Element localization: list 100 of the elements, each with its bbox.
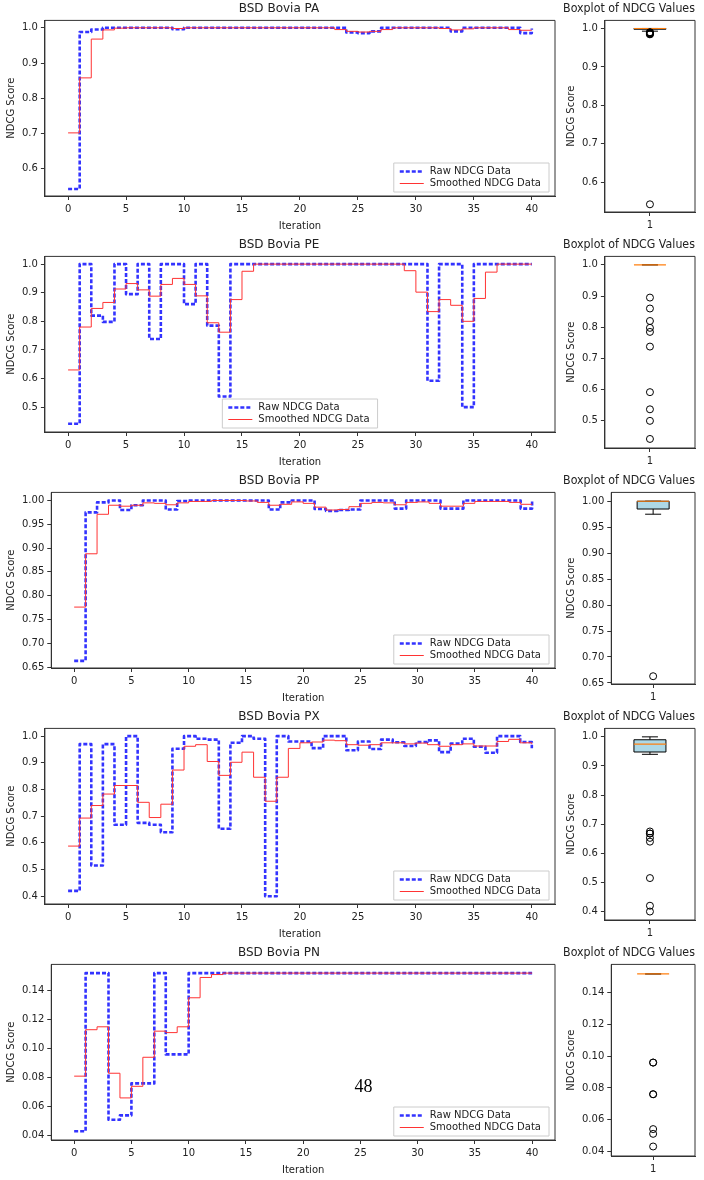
y-tick-label: 0.7 bbox=[22, 127, 38, 139]
y-tick-label: 0.80 bbox=[582, 598, 605, 610]
y-tick-label: 0.8 bbox=[582, 788, 598, 800]
x-tick-label: 10 bbox=[182, 1146, 196, 1158]
x-tick-label: 20 bbox=[296, 1146, 310, 1158]
x-tick-label: 10 bbox=[182, 674, 196, 686]
x-tick-label: 0 bbox=[64, 438, 72, 450]
y-tick-label: 0.95 bbox=[582, 520, 605, 532]
y-tick-label: 1.0 bbox=[582, 730, 598, 742]
y-tick-label: 1.0 bbox=[582, 258, 598, 270]
y-tick-label: 0.85 bbox=[582, 572, 605, 584]
y-tick-label: 0.4 bbox=[22, 889, 38, 901]
x-tick-label: 10 bbox=[177, 910, 191, 922]
y-tick-label: 1.0 bbox=[22, 21, 38, 33]
legend-label: Raw NDCG Data bbox=[258, 401, 340, 413]
x-tick-label: 0 bbox=[70, 674, 78, 686]
legend-label: Smoothed NDCG Data bbox=[429, 177, 541, 189]
legend-label: Smoothed NDCG Data bbox=[258, 413, 370, 425]
x-tick-label: 30 bbox=[411, 1146, 424, 1158]
legend-label: Raw NDCG Data bbox=[429, 873, 511, 885]
x-tick-label: 10 bbox=[177, 438, 191, 450]
y-axis-title: NDCG Score bbox=[4, 785, 16, 847]
y-tick-label: 0.75 bbox=[582, 624, 605, 636]
x-tick-label: 10 bbox=[177, 202, 191, 214]
y-tick-label: 0.9 bbox=[582, 60, 598, 72]
y-axis-title: NDCG Score bbox=[4, 549, 16, 611]
y-tick-label: 0.9 bbox=[22, 56, 38, 68]
x-tick-label: 40 bbox=[525, 674, 539, 686]
legend-label: Smoothed NDCG Data bbox=[429, 1121, 541, 1133]
x-tick-label: 25 bbox=[354, 1146, 367, 1158]
y-tick-label: 0.5 bbox=[22, 863, 38, 875]
y-tick-label: 0.10 bbox=[582, 1049, 605, 1061]
y-tick-label: 0.85 bbox=[22, 565, 45, 577]
y-tick-label: 0.9 bbox=[582, 289, 598, 301]
x-tick-label: 5 bbox=[122, 438, 130, 450]
x-tick-label: 1 bbox=[649, 1162, 657, 1174]
y-axis-title: NDCG Score bbox=[564, 1029, 576, 1091]
x-tick-label: 20 bbox=[293, 202, 307, 214]
y-tick-label: 1.0 bbox=[582, 22, 598, 34]
x-tick-label: 30 bbox=[409, 438, 423, 450]
x-tick-label: 0 bbox=[64, 910, 72, 922]
chart-title: Boxplot of NDCG Values bbox=[563, 944, 695, 960]
y-axis-title: NDCG Score bbox=[564, 321, 576, 383]
x-tick-label: 1 bbox=[646, 926, 654, 938]
y-tick-label: 1.00 bbox=[22, 494, 45, 506]
chart-title: Boxplot of NDCG Values bbox=[563, 708, 695, 724]
x-tick-label: 20 bbox=[293, 438, 307, 450]
x-tick-label: 0 bbox=[70, 1146, 78, 1158]
x-tick-label: 20 bbox=[296, 674, 310, 686]
x-tick-label: 5 bbox=[122, 202, 130, 214]
x-tick-label: 35 bbox=[467, 438, 481, 450]
y-tick-label: 0.7 bbox=[22, 343, 38, 355]
y-tick-label: 0.70 bbox=[22, 636, 45, 648]
y-tick-label: 0.6 bbox=[22, 372, 38, 384]
y-tick-label: 0.04 bbox=[582, 1144, 605, 1156]
y-tick-label: 0.6 bbox=[582, 175, 598, 187]
y-tick-label: 0.6 bbox=[22, 836, 38, 848]
y-tick-label: 0.90 bbox=[22, 541, 45, 553]
y-tick-label: 0.6 bbox=[22, 162, 38, 174]
y-tick-label: 0.8 bbox=[22, 314, 38, 326]
x-tick-label: 35 bbox=[467, 202, 481, 214]
x-axis-title: Iteration bbox=[278, 219, 322, 231]
y-tick-label: 0.9 bbox=[582, 759, 598, 771]
x-tick-label: 1 bbox=[646, 218, 654, 230]
legend-label: Smoothed NDCG Data bbox=[429, 649, 541, 661]
legend-label: Smoothed NDCG Data bbox=[429, 885, 541, 897]
chart-title: BSD Bovia PE bbox=[238, 237, 320, 252]
legend-label: Raw NDCG Data bbox=[429, 637, 511, 649]
y-tick-label: 0.12 bbox=[582, 1018, 605, 1030]
y-tick-label: 0.8 bbox=[582, 99, 598, 111]
x-tick-label: 5 bbox=[122, 910, 130, 922]
y-tick-label: 0.7 bbox=[582, 817, 598, 829]
x-tick-label: 35 bbox=[468, 674, 482, 686]
y-tick-label: 0.06 bbox=[582, 1113, 605, 1125]
x-tick-label: 35 bbox=[467, 910, 481, 922]
y-tick-label: 0.7 bbox=[22, 809, 38, 821]
legend-label: Raw NDCG Data bbox=[429, 1109, 511, 1121]
y-tick-label: 0.5 bbox=[582, 414, 598, 426]
y-tick-label: 0.08 bbox=[582, 1081, 605, 1093]
x-tick-label: 30 bbox=[409, 202, 423, 214]
y-tick-label: 0.7 bbox=[582, 137, 598, 149]
x-axis-title: Iteration bbox=[278, 927, 322, 939]
y-tick-label: 0.8 bbox=[582, 320, 598, 332]
annotation: 48 bbox=[354, 1076, 373, 1097]
x-tick-label: 25 bbox=[351, 202, 365, 214]
x-axis-title: Iteration bbox=[281, 1163, 325, 1175]
chart-title: Boxplot of NDCG Values bbox=[563, 472, 695, 488]
y-tick-label: 0.6 bbox=[582, 383, 598, 395]
x-tick-label: 25 bbox=[351, 438, 365, 450]
y-tick-label: 1.00 bbox=[582, 494, 605, 506]
y-tick-label: 0.5 bbox=[22, 400, 38, 412]
x-tick-label: 15 bbox=[239, 1146, 253, 1158]
y-tick-label: 0.80 bbox=[22, 589, 45, 601]
y-tick-label: 0.8 bbox=[22, 783, 38, 795]
x-tick-label: 15 bbox=[235, 202, 249, 214]
x-tick-label: 25 bbox=[351, 910, 365, 922]
y-tick-label: 0.04 bbox=[22, 1129, 45, 1141]
y-tick-label: 0.12 bbox=[22, 1013, 45, 1025]
y-tick-label: 0.70 bbox=[582, 650, 605, 662]
x-tick-label: 30 bbox=[409, 910, 423, 922]
